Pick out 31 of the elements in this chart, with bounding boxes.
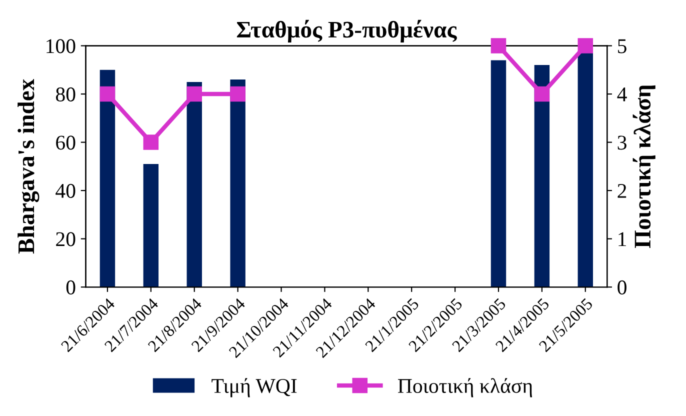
bar xyxy=(578,53,593,288)
point xyxy=(578,38,594,54)
y2-axis-title: Ποιοτική κλάση xyxy=(632,85,656,248)
point xyxy=(534,86,550,102)
y2-tick-label: 4 xyxy=(617,88,627,102)
legend-label: Τιμή WQI xyxy=(212,378,297,398)
bar xyxy=(100,70,116,288)
y2-tick-label: 5 xyxy=(618,39,626,54)
point xyxy=(143,134,159,150)
y-axis-title: Bhargava's index xyxy=(18,78,40,254)
bar xyxy=(143,164,159,288)
point xyxy=(100,86,116,102)
bar xyxy=(490,60,506,288)
point xyxy=(186,86,202,102)
y2-tick-label: 2 xyxy=(618,184,626,198)
bar xyxy=(186,82,202,288)
y2-tick-label: 0 xyxy=(618,280,626,294)
legend-label: Ποιοτική κλάση xyxy=(398,378,532,398)
y-tick-label: 20 xyxy=(56,232,76,246)
point xyxy=(490,38,506,54)
y-tick-label: 0 xyxy=(66,280,76,294)
bar xyxy=(534,65,550,288)
y2-tick-label: 1 xyxy=(618,232,626,246)
y2-tick-label: 3 xyxy=(618,136,626,150)
bar xyxy=(230,80,246,288)
y-tick-label: 100 xyxy=(46,39,76,54)
chart-title: Σταθμός P3-πυθμένας xyxy=(236,20,457,42)
y-tick-label: 80 xyxy=(56,87,76,102)
point xyxy=(230,86,246,102)
y-tick-label: 40 xyxy=(56,184,76,198)
y-tick-label: 60 xyxy=(56,136,76,150)
